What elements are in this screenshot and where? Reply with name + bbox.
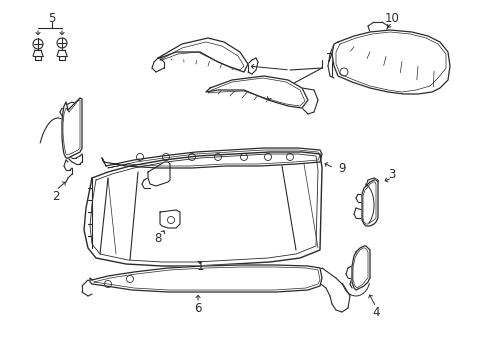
Text: 3: 3 <box>387 167 395 180</box>
Polygon shape <box>205 76 307 108</box>
Polygon shape <box>90 265 321 292</box>
Text: 6: 6 <box>194 302 202 315</box>
Polygon shape <box>62 98 82 158</box>
Text: 9: 9 <box>338 162 345 175</box>
Polygon shape <box>351 246 369 290</box>
Polygon shape <box>84 152 321 266</box>
Polygon shape <box>331 30 449 94</box>
Text: 8: 8 <box>154 231 162 244</box>
Text: 7: 7 <box>325 51 333 64</box>
Text: 5: 5 <box>48 12 56 24</box>
Text: 4: 4 <box>371 306 379 319</box>
Polygon shape <box>361 180 377 226</box>
Text: 10: 10 <box>384 12 399 24</box>
Polygon shape <box>158 38 247 72</box>
Polygon shape <box>148 162 170 186</box>
Text: 1: 1 <box>196 260 203 273</box>
Polygon shape <box>102 148 321 168</box>
Text: 2: 2 <box>52 189 60 202</box>
Polygon shape <box>160 210 180 228</box>
